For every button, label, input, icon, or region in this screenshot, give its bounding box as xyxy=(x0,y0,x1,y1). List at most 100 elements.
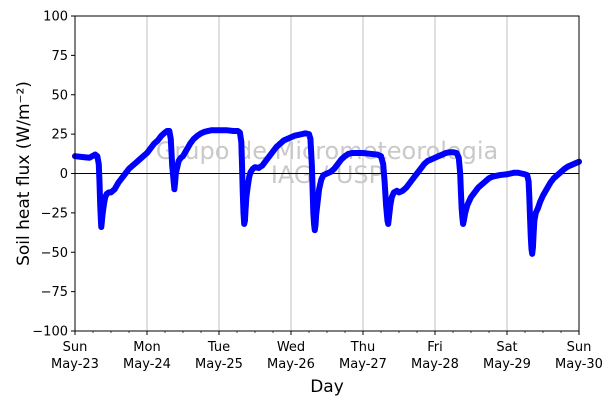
y-tick-label-3: −25 xyxy=(41,206,68,221)
data-point-24 xyxy=(133,159,139,166)
data-point-25 xyxy=(137,156,143,163)
data-point-30 xyxy=(155,137,161,144)
data-point-5 xyxy=(94,153,101,159)
data-point-165 xyxy=(527,214,533,221)
data-point-147 xyxy=(468,194,474,200)
data-point-108 xyxy=(367,151,374,157)
data-point-96 xyxy=(318,177,325,183)
data-point-39 xyxy=(172,180,178,186)
data-point-55 xyxy=(230,128,237,134)
data-point-112 xyxy=(381,178,388,185)
data-point-118 xyxy=(389,194,395,200)
data-point-17 xyxy=(108,189,114,196)
data-point-149 xyxy=(475,184,482,191)
data-point-155 xyxy=(497,172,503,178)
x-tick-day-6: Sat xyxy=(496,340,517,355)
data-point-46 xyxy=(187,140,193,147)
data-point-171 xyxy=(531,217,538,224)
data-point-31 xyxy=(158,132,165,139)
data-point-106 xyxy=(353,150,359,156)
data-point-180 xyxy=(558,169,564,175)
y-tick-label-8: 100 xyxy=(43,10,68,25)
data-point-128 xyxy=(421,161,428,167)
y-tick-label-1: −75 xyxy=(41,285,68,300)
data-point-176 xyxy=(543,186,550,193)
data-point-85 xyxy=(306,131,312,137)
data-point-44 xyxy=(180,153,186,159)
x-tick-date-6: May-29 xyxy=(483,357,531,372)
data-point-22 xyxy=(126,165,132,172)
y-tick-label-0: −100 xyxy=(32,325,68,340)
data-point-76 xyxy=(273,143,280,150)
y-tick-label-6: 50 xyxy=(51,88,68,103)
data-point-179 xyxy=(554,172,561,178)
x-axis: Sun May-23 Mon May-24 Tue May-25 Wed May-26 Thu M… xyxy=(51,331,603,372)
data-point-173 xyxy=(535,205,541,211)
data-point-124 xyxy=(407,180,413,186)
data-point-53 xyxy=(216,127,222,133)
data-point-11 xyxy=(98,221,105,227)
data-point-110 xyxy=(378,153,384,159)
data-point-107 xyxy=(360,150,366,156)
data-point-94 xyxy=(314,199,321,205)
data-point-47 xyxy=(191,136,197,142)
data-point-140 xyxy=(458,189,464,196)
data-point-18 xyxy=(111,186,118,193)
data-point-162 xyxy=(524,172,530,178)
data-point-137 xyxy=(453,150,460,156)
data-point-59 xyxy=(239,162,245,169)
data-point-40 xyxy=(173,170,179,177)
data-point-126 xyxy=(414,170,420,177)
data-point-45 xyxy=(183,147,190,153)
data-point-58 xyxy=(238,139,245,145)
x-tick-day-3: Wed xyxy=(277,340,305,355)
data-point-54 xyxy=(223,127,229,133)
data-point-116 xyxy=(386,214,392,221)
y-tick-label-5: 25 xyxy=(51,128,68,143)
data-point-151 xyxy=(482,178,489,185)
y-tick-label-7: 75 xyxy=(51,49,68,64)
x-tick-date-0: May-23 xyxy=(51,357,99,372)
x-tick-day-0: Sun xyxy=(63,340,88,355)
data-point-148 xyxy=(471,189,478,196)
data-point-178 xyxy=(551,175,557,182)
data-point-27 xyxy=(144,150,150,156)
x-tick-date-7: May-30 xyxy=(555,357,603,372)
watermark-line-1: Grupo de Micrometeorologia xyxy=(156,137,498,165)
x-tick-day-4: Thu xyxy=(350,340,375,355)
data-point-113 xyxy=(383,202,389,208)
data-point-74 xyxy=(266,153,273,159)
data-point-123 xyxy=(403,184,410,191)
data-point-67 xyxy=(246,173,253,180)
data-point-169 xyxy=(530,244,536,251)
data-point-164 xyxy=(526,194,533,200)
y-tick-label-2: −50 xyxy=(41,246,68,261)
series-soil-heat-flux xyxy=(72,127,582,257)
data-point-111 xyxy=(380,161,386,167)
data-point-38 xyxy=(171,186,178,193)
data-point-138 xyxy=(455,154,462,161)
data-point-172 xyxy=(533,210,539,216)
x-axis-title: Day xyxy=(310,377,344,397)
data-point-57 xyxy=(237,129,243,136)
watermark: Grupo de Micrometeorologia IAG / USP xyxy=(156,137,498,189)
data-point-117 xyxy=(387,202,394,208)
data-point-7 xyxy=(96,178,103,185)
data-point-34 xyxy=(166,128,173,134)
data-point-92 xyxy=(312,222,319,229)
data-point-61 xyxy=(240,210,247,216)
y-axis-title: Soil heat flux (W/m⁻²) xyxy=(14,81,34,266)
data-point-101 xyxy=(335,161,341,167)
x-tick-date-1: May-24 xyxy=(123,357,171,372)
data-point-175 xyxy=(540,192,546,199)
data-point-141 xyxy=(458,205,465,211)
data-point-1 xyxy=(79,154,85,160)
y-tick-label-4: 0 xyxy=(60,167,68,182)
x-tick-date-2: May-25 xyxy=(195,357,243,372)
data-point-127 xyxy=(417,165,424,172)
x-tick-day-2: Tue xyxy=(207,340,230,355)
x-tick-day-1: Mon xyxy=(133,340,160,355)
data-point-102 xyxy=(338,156,345,163)
data-point-20 xyxy=(119,175,125,182)
y-axis: −100 −75 −50 −25 0 25 50 75 100 xyxy=(32,10,75,340)
